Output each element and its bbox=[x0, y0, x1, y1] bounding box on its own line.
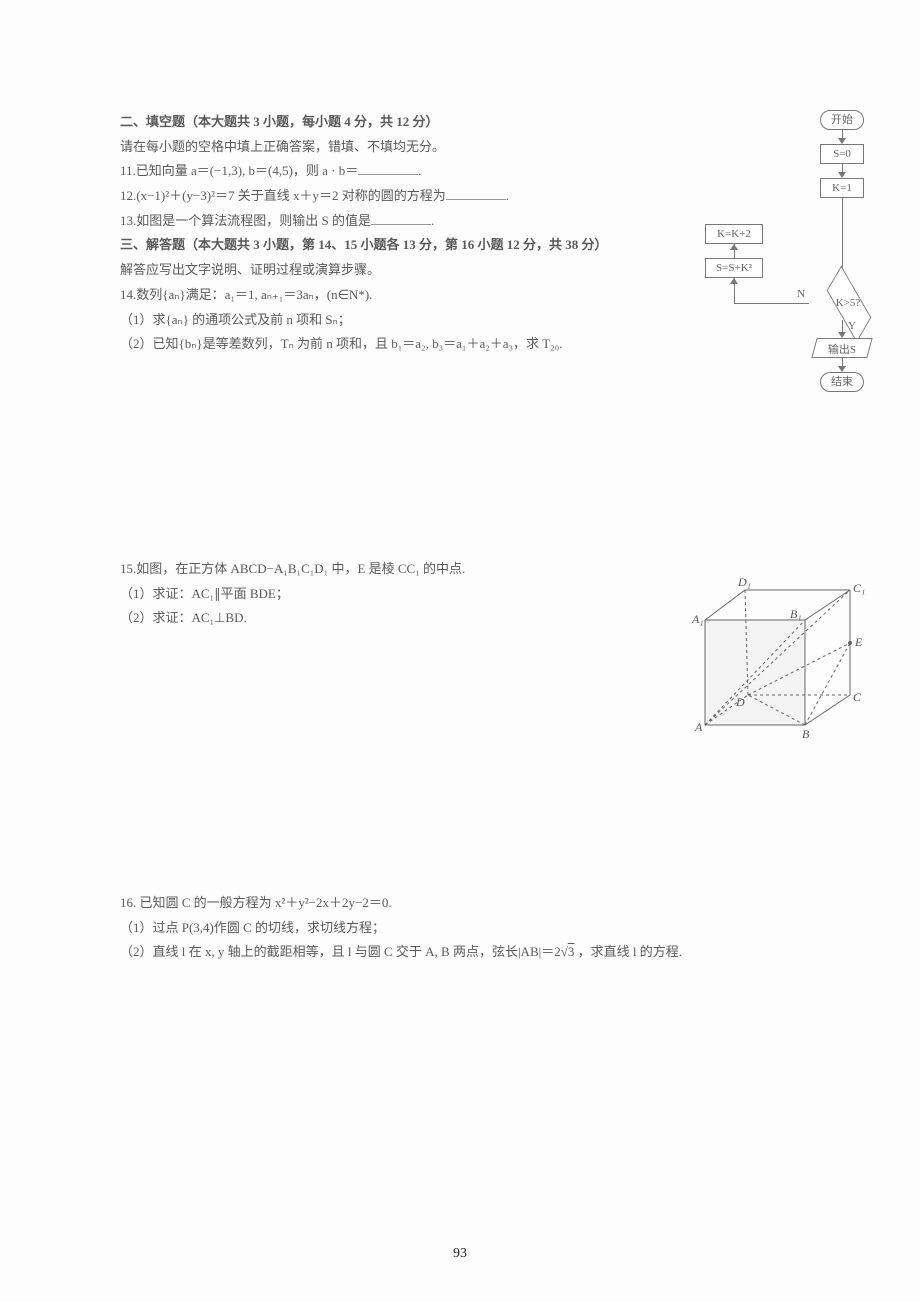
question-16-2: （2）直线 l 在 x, y 轴上的截距相等，且 l 与圆 C 交于 A, B … bbox=[120, 940, 800, 965]
question-14-2: （2）已知{bₙ}是等差数列，Tₙ 为前 n 项和，且 b₁＝a₂, b₃＝a₁… bbox=[120, 332, 680, 357]
cube-label-D1: D₁ bbox=[738, 575, 751, 590]
blank-fill bbox=[371, 212, 431, 225]
fc-start: 开始 bbox=[820, 110, 864, 130]
question-14: 14.数列{aₙ}满足：a₁＝1, aₙ₊₁＝3aₙ，(n∈N*). bbox=[120, 283, 680, 308]
fc-init-s: S=0 bbox=[820, 144, 864, 164]
fc-init-k: K=1 bbox=[820, 178, 864, 198]
fc-yes-label: Y bbox=[848, 320, 856, 332]
q12-text: 12.(x−1)²＋(y−3)²＝7 关于直线 x＋y＝2 对称的圆的方程为 bbox=[120, 188, 446, 203]
blank-fill bbox=[446, 187, 506, 200]
question-12: 12.(x−1)²＋(y−3)²＝7 关于直线 x＋y＝2 对称的圆的方程为. bbox=[120, 184, 680, 209]
fc-step-s: S=S+K² bbox=[705, 258, 763, 278]
cube-label-E: E bbox=[855, 635, 862, 650]
cube-label-A1: A₁ bbox=[692, 612, 704, 627]
section-3-header: 三、解答题（本大题共 3 小题，第 14、15 小题各 13 分，第 16 小题… bbox=[120, 233, 680, 258]
blank-fill bbox=[358, 162, 418, 175]
question-15: 15.如图，在正方体 ABCD−A₁B₁C₁D₁ 中，E 是棱 CC₁ 的中点. bbox=[120, 557, 680, 582]
q16-2-a: （2）直线 l 在 x, y 轴上的截距相等，且 l 与圆 C 交于 A, B … bbox=[120, 944, 561, 959]
fc-no-label: N bbox=[797, 288, 805, 300]
section-3-instruction: 解答应写出文字说明、证明过程或演算步骤。 bbox=[120, 258, 680, 283]
question-13: 13.如图是一个算法流程图，则输出 S 的值是. bbox=[120, 209, 680, 234]
cube-diagram: A B C D A₁ B₁ C₁ D₁ E bbox=[690, 575, 890, 745]
fc-end: 结束 bbox=[820, 372, 864, 392]
flowchart-diagram: 开始 S=0 K=1 K=K+2 S=S+K² K>5? N Y 输出S 结束 bbox=[705, 110, 890, 390]
question-15-1: （1）求证：AC₁∥平面 BDE； bbox=[120, 582, 680, 607]
fc-cond: K>5? bbox=[818, 297, 878, 309]
fc-step-k: K=K+2 bbox=[705, 224, 763, 244]
fc-output: 输出S bbox=[813, 341, 871, 357]
section-2-header: 二、填空题（本大题共 3 小题，每小题 4 分，共 12 分） bbox=[120, 110, 680, 135]
cube-label-C: C bbox=[853, 690, 861, 705]
section-2-instruction: 请在每小题的空格中填上正确答案，错填、不填均无分。 bbox=[120, 135, 680, 160]
question-16: 16. 已知圆 C 的一般方程为 x²＋y²−2x＋2y−2＝0. bbox=[120, 891, 800, 916]
cube-label-B: B bbox=[802, 727, 809, 742]
question-16-1: （1）过点 P(3,4)作圆 C 的切线，求切线方程； bbox=[120, 916, 800, 941]
q11-text: 11.已知向量 a＝(−1,3), b＝(4,5)，则 a · b＝ bbox=[120, 163, 358, 178]
page-number: 93 bbox=[453, 1246, 467, 1262]
q16-2-b: ，求直线 l 的方程. bbox=[574, 944, 682, 959]
cube-label-B1: B₁ bbox=[790, 607, 802, 622]
cube-label-C1: C₁ bbox=[853, 581, 865, 596]
question-11: 11.已知向量 a＝(−1,3), b＝(4,5)，则 a · b＝. bbox=[120, 159, 680, 184]
q13-text: 13.如图是一个算法流程图，则输出 S 的值是 bbox=[120, 213, 371, 228]
question-14-1: （1）求{aₙ} 的通项公式及前 n 项和 Sₙ； bbox=[120, 308, 680, 333]
cube-label-D: D bbox=[736, 695, 745, 710]
cube-label-A: A bbox=[695, 720, 702, 735]
question-15-2: （2）求证：AC₁⊥BD. bbox=[120, 606, 680, 631]
